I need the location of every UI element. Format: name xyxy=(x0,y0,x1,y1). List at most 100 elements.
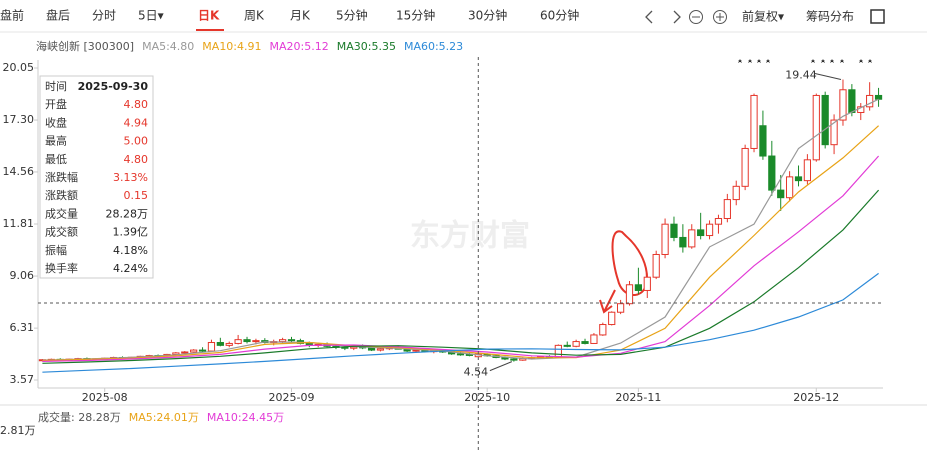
y-tick-label: 20.05 xyxy=(3,61,35,74)
toolbar-tab[interactable]: 盘后 xyxy=(46,8,70,23)
candle-body xyxy=(225,342,233,346)
y-tick-label: 14.56 xyxy=(3,165,35,178)
toolbar-tab[interactable]: 5分钟 xyxy=(336,8,368,23)
candle-body xyxy=(376,348,385,351)
y-tick-label: 6.31 xyxy=(10,321,35,334)
y-tick-label: 11.81 xyxy=(3,217,35,230)
stock-name: 海峡创新 [300300] xyxy=(36,39,134,53)
info-value: 1.39亿 xyxy=(113,226,149,239)
candle-body xyxy=(198,349,207,352)
info-label: 开盘 xyxy=(45,97,67,111)
candle-body xyxy=(803,159,812,182)
info-value: 5.00 xyxy=(124,135,149,148)
zoom-in[interactable] xyxy=(713,10,727,24)
hand-drawn-circle xyxy=(599,230,648,314)
watermark: 东方财富 xyxy=(410,219,530,254)
candle-body xyxy=(643,276,651,291)
zoom-in-sign xyxy=(716,13,724,21)
marker-star xyxy=(830,59,834,63)
x-tick-label: 2025-08 xyxy=(82,391,128,404)
annotation-arrow xyxy=(814,73,842,81)
volume-tick: 2.81万 xyxy=(0,424,36,437)
marker-star xyxy=(766,59,770,63)
candle-body xyxy=(252,340,260,343)
info-label: 时间 xyxy=(45,80,67,93)
toolbar-tab[interactable]: 分时 xyxy=(92,9,116,23)
x-tick-label: 2025-11 xyxy=(615,391,661,404)
legend-entry: MA5:4.80 xyxy=(142,40,194,53)
candle-body xyxy=(839,89,847,121)
info-label: 最低 xyxy=(45,153,67,166)
info-value: 4.94 xyxy=(124,116,149,129)
candle-body xyxy=(777,189,785,199)
info-value: 4.24% xyxy=(113,262,148,275)
toolbar-tab[interactable]: 60分钟 xyxy=(540,8,579,23)
candle-body xyxy=(785,176,794,199)
info-value: 4.18% xyxy=(113,244,148,257)
x-tick-label: 2025-10 xyxy=(464,391,510,404)
marker-star xyxy=(811,59,815,63)
toolbar-tab[interactable]: 15分钟 xyxy=(396,8,435,23)
fullscreen[interactable] xyxy=(870,9,885,24)
nav-arrows[interactable] xyxy=(645,10,681,24)
marker-star xyxy=(868,59,872,63)
annotation-arrow xyxy=(489,361,513,372)
marker-star xyxy=(748,59,752,63)
candle-body xyxy=(848,89,856,113)
info-label: 成交量 xyxy=(45,206,78,220)
legend-entry: MA30:5.35 xyxy=(337,40,396,53)
candle-body xyxy=(750,94,758,149)
candle-body xyxy=(216,342,224,346)
legend-entry: MA20:5.12 xyxy=(270,40,329,53)
candle-body xyxy=(768,155,776,191)
toolbar-tab[interactable]: 月K xyxy=(290,9,311,23)
candle-body xyxy=(278,339,287,343)
candle-body xyxy=(866,94,874,108)
marker-star xyxy=(840,59,844,63)
candle-body xyxy=(287,339,296,342)
candle-body xyxy=(243,339,251,343)
volume-legend: MA10:24.45万 xyxy=(207,411,284,424)
toolbar-tab[interactable]: 5日▾ xyxy=(138,9,164,23)
toolbar-tab[interactable]: 日K xyxy=(198,9,220,23)
ma-line xyxy=(42,155,880,362)
info-value: 4.80 xyxy=(124,98,149,111)
nav-icons[interactable] xyxy=(645,9,885,24)
info-label: 振幅 xyxy=(45,243,67,257)
candle-body xyxy=(510,358,518,361)
legend-entry: MA10:4.91 xyxy=(202,40,261,53)
annotation: 4.54 xyxy=(464,366,489,379)
candle-body xyxy=(181,351,189,354)
toolbar-option[interactable]: 前复权▾ xyxy=(742,9,784,24)
candle-body xyxy=(723,199,731,220)
toolbar-tab[interactable]: 周K xyxy=(244,9,265,23)
marker-star xyxy=(757,59,761,63)
candle-body xyxy=(688,229,696,248)
candle-body xyxy=(581,341,589,344)
toolbar-tab[interactable]: 盘前 xyxy=(0,8,24,23)
ma-line xyxy=(42,189,880,364)
volume-title: 成交量: 28.28万 xyxy=(38,410,121,424)
candle-body xyxy=(741,147,749,187)
volume-legend: MA5:24.01万 xyxy=(129,411,199,424)
candle-body xyxy=(599,324,607,336)
candle-body xyxy=(190,349,198,353)
candle-body xyxy=(697,229,705,237)
ma-line xyxy=(42,272,879,373)
candle-body xyxy=(830,119,838,146)
toolbar-tab[interactable]: 30分钟 xyxy=(468,8,507,23)
candle-body xyxy=(625,284,634,305)
candle-body xyxy=(412,349,420,352)
y-tick-label: 3.57 xyxy=(10,373,35,386)
info-value: 0.15 xyxy=(124,189,149,202)
candle-body xyxy=(812,94,820,161)
legend-entry: MA60:5.23 xyxy=(404,40,463,53)
toolbar-option[interactable]: 筹码分布 xyxy=(806,10,854,24)
y-tick-label: 9.06 xyxy=(10,269,35,282)
info-label: 收盘 xyxy=(45,115,67,129)
zoom-out[interactable] xyxy=(689,10,703,24)
candle-body xyxy=(714,218,723,225)
info-box xyxy=(39,75,154,279)
marker-star xyxy=(859,59,863,63)
